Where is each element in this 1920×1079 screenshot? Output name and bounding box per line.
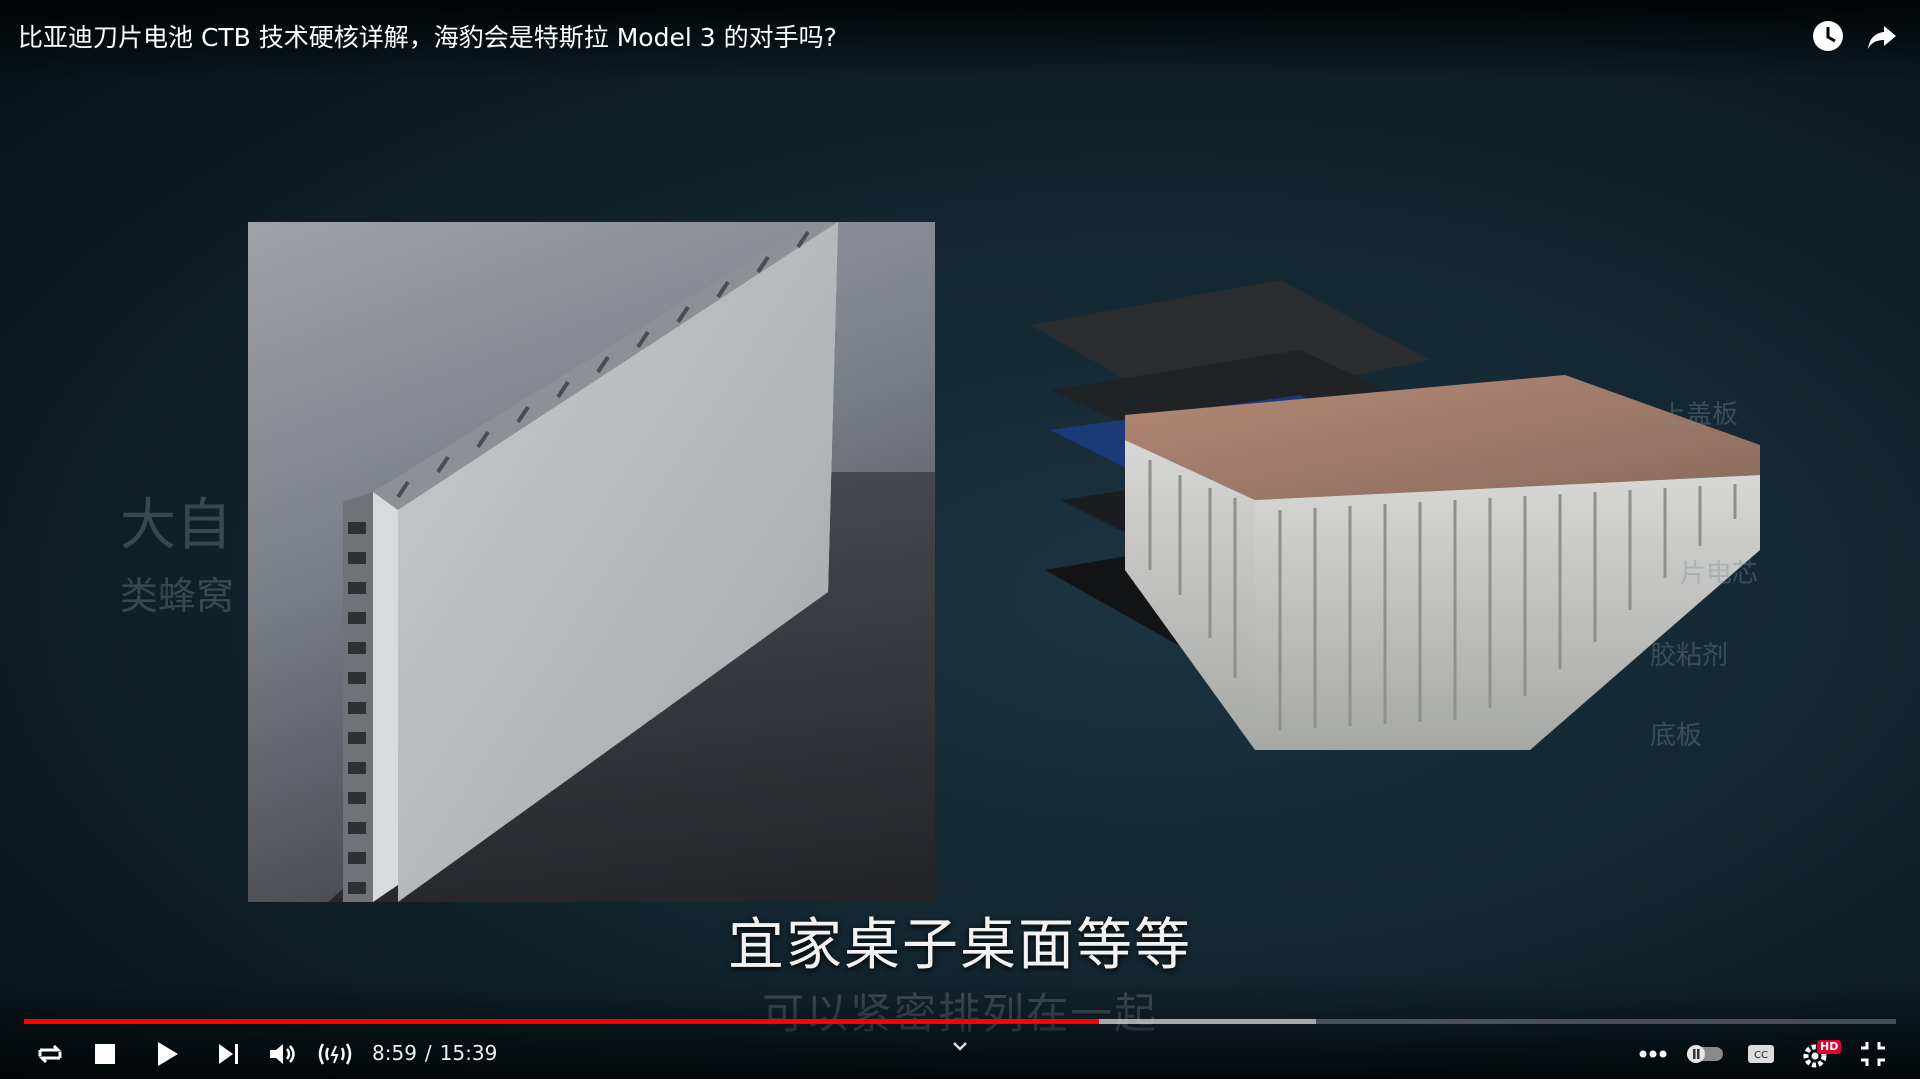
background-heading: 大自 [120,493,232,558]
exploded-label-base-plate: 底板 [1650,721,1703,751]
progress-played [24,1019,1099,1024]
autoplay-toggle-icon[interactable] [1683,1034,1727,1074]
exploded-label-top-cover: 上盖板 [1660,400,1739,430]
ctb-exploded-illustration [1030,280,1760,750]
captions-icon[interactable]: CC [1741,1034,1781,1074]
live-broadcast-icon[interactable] [315,1034,355,1074]
player-controls [0,980,1920,1079]
share-icon[interactable] [1864,18,1900,54]
loop-icon[interactable] [30,1034,70,1074]
honeycomb-panel-illustration [328,222,935,902]
current-time: 8:59 [372,1041,417,1065]
chevron-down-icon[interactable] [940,1035,980,1059]
ctb-exploded-view: 上盖板 片电芯 胶粘剂 底板 [1030,270,1770,770]
hd-badge: HD [1817,1040,1842,1054]
stop-icon[interactable] [85,1034,125,1074]
progress-bar[interactable] [24,1019,1896,1024]
duration: 15:39 [439,1041,498,1065]
exploded-label-adhesive: 胶粘剂 [1650,641,1729,671]
exploded-label-cells: 片电芯 [1680,559,1759,589]
time-separator: / [424,1041,432,1065]
volume-icon[interactable] [262,1034,302,1074]
svg-text:CC: CC [1754,1050,1768,1061]
next-icon[interactable] [208,1034,248,1074]
watch-later-icon[interactable] [1810,18,1846,54]
settings-icon[interactable]: HD [1797,1034,1842,1074]
honeycomb-panel-photo [248,222,935,902]
video-title[interactable]: 比亚迪刀片电池 CTB 技术硬核详解，海豹会是特斯拉 Model 3 的对手吗? [18,23,837,52]
top-bar: 比亚迪刀片电池 CTB 技术硬核详解，海豹会是特斯拉 Model 3 的对手吗? [0,0,1920,80]
exit-fullscreen-icon[interactable] [1853,1034,1893,1074]
time-display: 8:59 / 15:39 [368,1041,501,1065]
background-subheading: 类蜂窝 [120,574,235,618]
subtitle-current: 宜家桌子桌面等等 [728,913,1192,978]
more-icon[interactable] [1633,1034,1673,1074]
play-icon[interactable] [146,1034,186,1074]
